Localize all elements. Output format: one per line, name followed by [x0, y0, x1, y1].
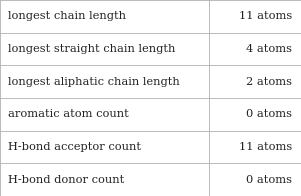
Text: longest chain length: longest chain length	[8, 11, 126, 21]
Text: 0 atoms: 0 atoms	[246, 109, 292, 119]
Text: 11 atoms: 11 atoms	[239, 11, 292, 21]
Text: 4 atoms: 4 atoms	[246, 44, 292, 54]
Text: longest straight chain length: longest straight chain length	[8, 44, 175, 54]
Text: 0 atoms: 0 atoms	[246, 175, 292, 185]
Text: aromatic atom count: aromatic atom count	[8, 109, 128, 119]
Text: H-bond donor count: H-bond donor count	[8, 175, 124, 185]
Text: 11 atoms: 11 atoms	[239, 142, 292, 152]
Text: longest aliphatic chain length: longest aliphatic chain length	[8, 77, 179, 87]
Text: 2 atoms: 2 atoms	[246, 77, 292, 87]
Text: H-bond acceptor count: H-bond acceptor count	[8, 142, 141, 152]
